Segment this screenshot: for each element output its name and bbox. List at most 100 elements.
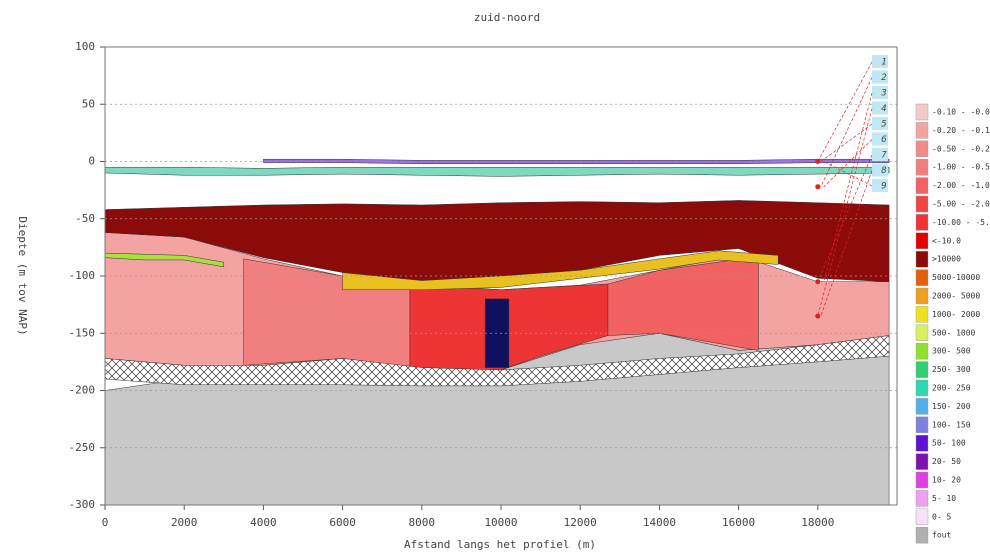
well-line: [817, 61, 873, 162]
layer: [342, 250, 779, 290]
x-tick-label: 6000: [329, 516, 356, 529]
legend-swatch: [915, 306, 929, 323]
legend-label: -5.00 - -2.00: [932, 200, 990, 209]
legend-label: 20- 50: [932, 457, 961, 466]
y-axis-label: Diepte (m tov NAP): [16, 216, 29, 335]
legend-swatch: [915, 140, 929, 158]
x-tick-label: 4000: [250, 516, 277, 529]
legend-label: 2000- 5000: [932, 292, 980, 301]
legend-label: 250- 300: [932, 365, 971, 374]
well-point: [815, 159, 821, 164]
x-tick-label: 2000: [171, 516, 198, 529]
x-tick-label: 0: [102, 516, 109, 529]
well-point: [815, 184, 821, 190]
legend-swatch: [915, 379, 929, 397]
x-tick-label: 16000: [722, 516, 755, 529]
y-tick-label: -150: [69, 326, 96, 339]
well-line: [820, 170, 873, 317]
well-label-box: [872, 163, 888, 177]
legend-swatch: [915, 287, 929, 305]
legend-swatch: [915, 269, 929, 286]
legend-swatch: [915, 103, 929, 121]
well-point: [815, 279, 821, 285]
legend-label: -0.10 - -0.05: [932, 108, 990, 117]
legend-label: -2.00 - -1.00: [932, 181, 990, 190]
legend-label: 0- 5: [932, 512, 951, 521]
chart-title: zuid-noord: [474, 11, 540, 24]
well-label-box: [872, 148, 888, 161]
well-label-box: [872, 101, 888, 115]
well-line: [820, 77, 873, 187]
legend-swatch: [915, 527, 929, 544]
well-label-box: [872, 117, 888, 130]
legend-label: 5000-10000: [932, 273, 980, 282]
well-label-box: [872, 179, 888, 192]
plot-frame: [104, 46, 898, 506]
legend-swatch: [915, 508, 929, 525]
legend-label: 500- 1000: [932, 328, 976, 337]
well-label-box: [872, 55, 888, 68]
layer: [104, 166, 890, 177]
well-label-box: [872, 132, 888, 146]
legend-label: 300- 500: [932, 347, 971, 356]
y-tick-label: 100: [75, 40, 95, 53]
legend-swatch: [915, 453, 929, 470]
layer: [484, 298, 510, 368]
legend-label: >10000: [932, 255, 961, 264]
well-label-box: [872, 86, 888, 99]
y-tick-label: -50: [75, 212, 95, 225]
well-label: 8: [881, 166, 886, 176]
well-line: [823, 92, 873, 282]
legend-label: 50- 100: [932, 439, 966, 448]
x-tick-label: 12000: [564, 516, 597, 529]
y-tick-label: -300: [69, 498, 96, 511]
legend-swatch: [915, 416, 929, 433]
legend-swatch: [915, 324, 929, 341]
y-tick-label: 50: [82, 97, 95, 110]
legend-label: fout: [932, 531, 951, 540]
legend-label: 5- 10: [932, 494, 956, 503]
legend-swatch: [915, 214, 929, 231]
x-tick-label: 18000: [801, 516, 834, 529]
well-line: [823, 139, 873, 187]
well-label: 3: [880, 89, 886, 99]
well-point: [815, 313, 821, 319]
well-line: [817, 108, 873, 317]
legend-swatch: [915, 158, 929, 176]
legend-label: 200- 250: [932, 384, 971, 393]
well-line: [823, 161, 873, 187]
legend-swatch: [915, 490, 929, 507]
well-line: [817, 154, 873, 282]
x-tick-label: 14000: [643, 516, 676, 529]
well-label: 2: [881, 73, 886, 83]
well-label: 9: [881, 182, 886, 192]
y-tick-label: 0: [88, 155, 95, 168]
legend-swatch: [915, 343, 929, 360]
legend-label: <-10.0: [932, 236, 961, 245]
y-tick-label: -250: [69, 441, 96, 454]
x-tick-label: 8000: [409, 516, 436, 529]
legend-label: 10- 20: [932, 476, 961, 485]
legend-swatch: [915, 435, 929, 452]
well-label: 6: [881, 135, 886, 145]
y-tick-label: -100: [69, 269, 96, 282]
legend-swatch: [915, 471, 929, 489]
y-tick-label: -200: [69, 384, 96, 397]
legend-swatch: [915, 177, 929, 194]
legend-label: -0.20 - -0.10: [932, 126, 990, 135]
x-tick-label: 10000: [484, 516, 517, 529]
well-label-box: [872, 70, 888, 84]
legend-swatch: [915, 398, 929, 415]
legend-label: -0.50 - -0.20: [932, 144, 990, 153]
layer: [104, 252, 225, 268]
legend-label: 150- 200: [932, 402, 971, 411]
legend-label: -10.00 - -5.00: [932, 218, 990, 227]
well-label: 1: [881, 58, 886, 68]
legend-swatch: [915, 195, 929, 213]
x-axis-label: Afstand langs het profiel (m): [404, 538, 596, 551]
legend-label: -1.00 - -0.50: [932, 163, 990, 172]
legend-swatch: [915, 232, 929, 250]
legend-swatch: [915, 361, 929, 378]
